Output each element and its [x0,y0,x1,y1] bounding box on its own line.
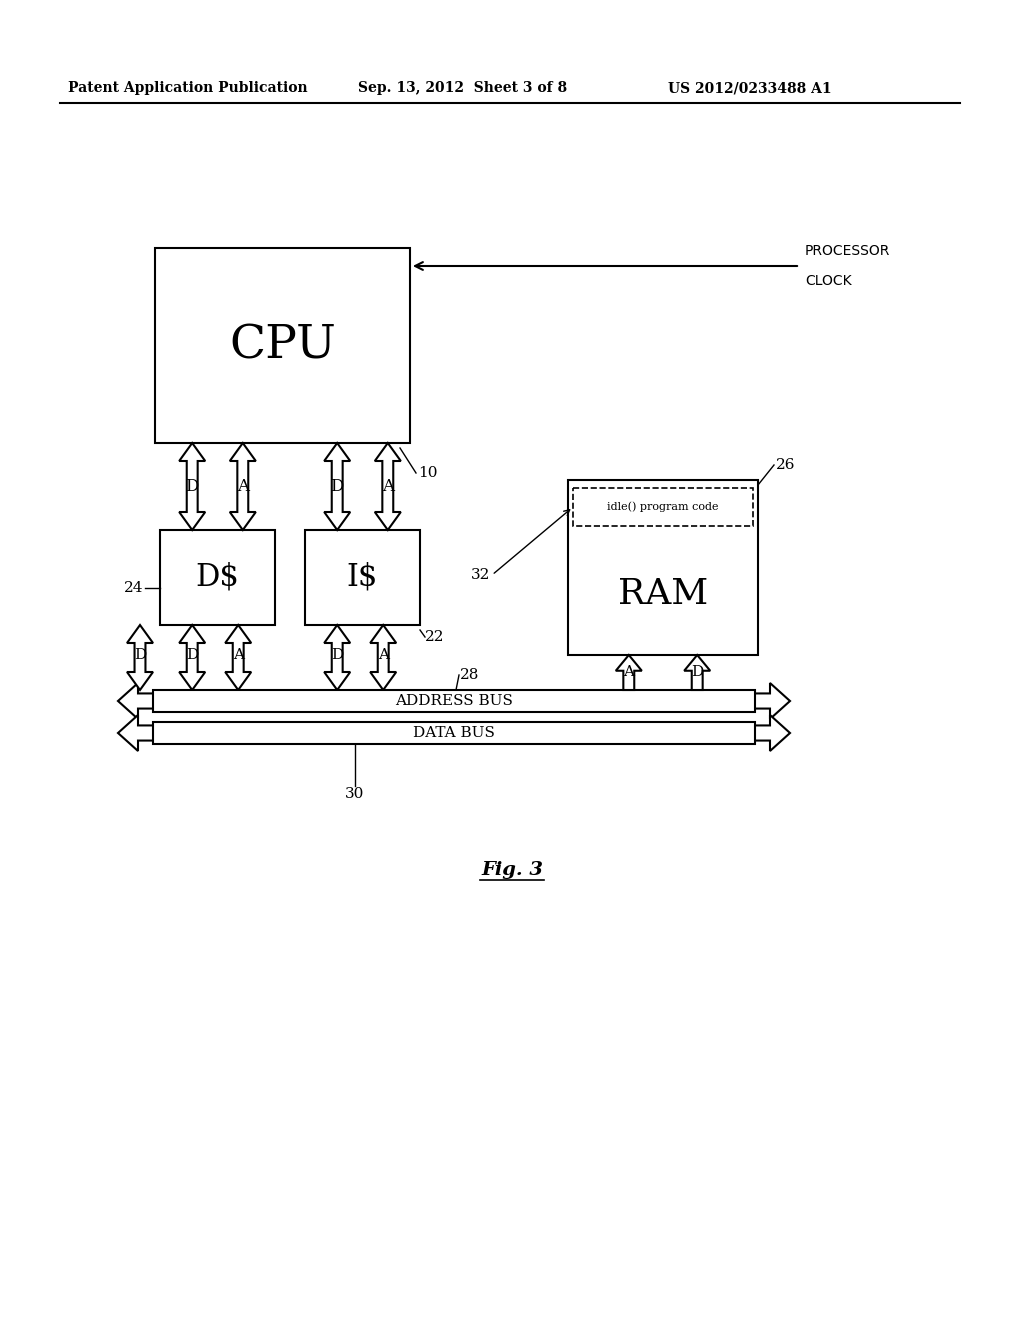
Text: Patent Application Publication: Patent Application Publication [68,81,307,95]
Bar [305,531,420,624]
Text: D$: D$ [196,562,240,593]
Bar [155,248,410,444]
Text: RAM: RAM [617,577,709,611]
Polygon shape [225,624,251,690]
Polygon shape [684,655,711,690]
Text: 32: 32 [471,568,490,582]
Bar [160,531,275,624]
Text: Sep. 13, 2012  Sheet 3 of 8: Sep. 13, 2012 Sheet 3 of 8 [358,81,567,95]
Text: CPU: CPU [229,323,336,368]
Text: D: D [331,648,343,663]
Bar [568,480,758,655]
Text: 22: 22 [425,630,444,644]
Text: CLOCK: CLOCK [805,275,852,288]
Text: US 2012/0233488 A1: US 2012/0233488 A1 [668,81,831,95]
Polygon shape [371,624,396,690]
Bar [573,488,753,525]
Polygon shape [179,624,205,690]
Text: 24: 24 [124,581,143,594]
Polygon shape [375,444,400,531]
Polygon shape [118,715,790,751]
Text: idle() program code: idle() program code [607,502,719,512]
Bar [153,690,755,711]
Polygon shape [325,444,350,531]
Text: A: A [378,648,389,663]
Polygon shape [127,624,153,690]
Text: 10: 10 [418,466,437,480]
Text: D: D [186,648,199,663]
Text: PROCESSOR: PROCESSOR [805,244,891,257]
Text: 28: 28 [460,668,479,682]
Polygon shape [179,444,205,531]
Text: DATA BUS: DATA BUS [413,726,495,741]
Text: A: A [624,665,634,680]
Text: A: A [232,648,244,663]
Bar [153,722,755,744]
Text: D: D [331,478,344,495]
Polygon shape [118,682,790,719]
Text: D: D [691,665,703,680]
Text: D: D [134,648,146,663]
Text: A: A [382,478,394,495]
Text: A: A [237,478,249,495]
Polygon shape [325,624,350,690]
Polygon shape [229,444,256,531]
Text: 26: 26 [776,458,796,473]
Text: ADDRESS BUS: ADDRESS BUS [395,694,513,708]
Text: 30: 30 [345,787,365,801]
Text: Fig. 3: Fig. 3 [481,861,543,879]
Text: I$: I$ [347,562,378,593]
Polygon shape [615,655,642,690]
Text: D: D [185,478,199,495]
